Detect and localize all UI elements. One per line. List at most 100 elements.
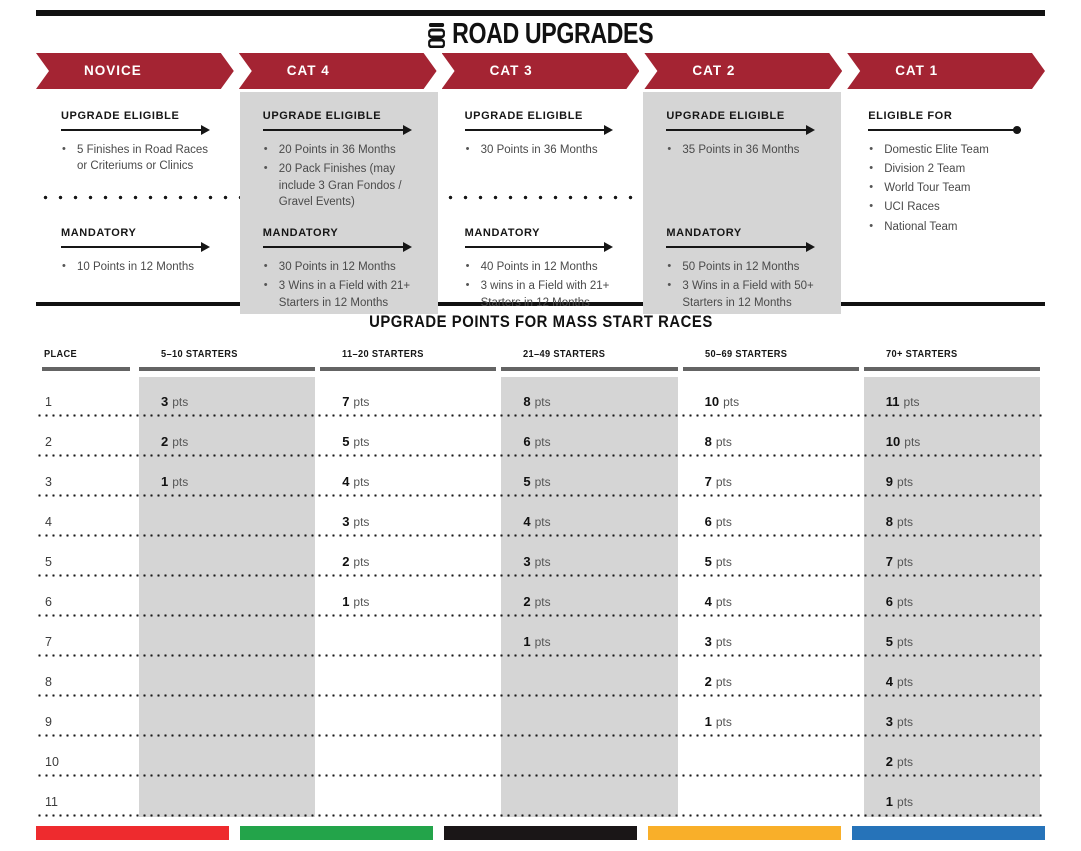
requirement-item: World Tour Team bbox=[868, 180, 1027, 196]
header: ROAD UPGRADES bbox=[36, 16, 1045, 53]
table-row: 7 1 pts 3 pts 5 pts bbox=[36, 617, 1045, 657]
place-value: 4 bbox=[45, 515, 52, 529]
points-value: 1 pts bbox=[704, 714, 732, 729]
points-value: 5 pts bbox=[523, 474, 551, 489]
table-row: 4 3 pts 4 pts 6 pts 8 pts bbox=[36, 497, 1045, 537]
points-value: 1 pts bbox=[885, 794, 914, 809]
footer-bar-yellow bbox=[648, 826, 841, 840]
requirement-item: 30 Points in 36 Months bbox=[465, 142, 624, 158]
stage-name: NOVICE bbox=[84, 63, 142, 78]
points-value-empty bbox=[139, 697, 320, 737]
header-underlines bbox=[36, 367, 1045, 371]
requirement-list: 40 Points in 12 Months 3 wins in a Field… bbox=[465, 259, 624, 311]
chevron-cat4: CAT 4 bbox=[239, 53, 437, 89]
table-row: 11 1 pts bbox=[36, 777, 1045, 817]
arrow-rule-icon bbox=[666, 124, 815, 135]
stacked-bars-logo-icon bbox=[427, 22, 445, 48]
points-value: 4 pts bbox=[885, 674, 914, 689]
points-value: 4 pts bbox=[523, 514, 551, 529]
points-value: 2 pts bbox=[885, 754, 914, 769]
footer-bar-red bbox=[36, 826, 229, 840]
arrow-rule-icon bbox=[61, 124, 210, 135]
points-value-empty bbox=[501, 737, 682, 777]
arrow-rule-icon bbox=[666, 241, 815, 252]
dot-rule-icon bbox=[868, 126, 1021, 133]
header-underline bbox=[682, 367, 859, 371]
column-header-place: PLACE bbox=[44, 348, 78, 360]
points-value: 9 pts bbox=[885, 474, 914, 489]
points-value: 2 pts bbox=[523, 594, 551, 609]
table-row: 2 2 pts 5 pts 6 pts 8 pts 10 pts bbox=[36, 417, 1045, 457]
points-value: 3 pts bbox=[523, 554, 551, 569]
requirement-list: 10 Points in 12 Months bbox=[61, 259, 220, 275]
stage-name: CAT 3 bbox=[489, 63, 533, 78]
column-header-50-69: 50–69 STARTERS bbox=[704, 348, 787, 360]
place-value: 11 bbox=[45, 795, 58, 809]
arrow-rule-icon bbox=[61, 241, 210, 252]
points-value: 5 pts bbox=[342, 434, 370, 449]
column-header-11-20: 11–20 STARTERS bbox=[342, 348, 424, 360]
table-row: 5 2 pts 3 pts 5 pts 7 pts bbox=[36, 537, 1045, 577]
table-header-row: PLACE 5–10 STARTERS 11–20 STARTERS 21–49… bbox=[36, 344, 1045, 362]
chevron-cat3: CAT 3 bbox=[442, 53, 640, 89]
points-value-empty bbox=[139, 657, 320, 697]
points-value: 6 pts bbox=[704, 514, 732, 529]
points-value: 10 pts bbox=[704, 394, 740, 409]
place-value: 2 bbox=[45, 435, 52, 449]
category-banner: NOVICE CAT 4 CAT 3 CAT 2 CAT 1 bbox=[36, 53, 1045, 89]
points-value: 1 pts bbox=[523, 634, 551, 649]
section-label: ELIGIBLE FOR bbox=[868, 110, 953, 122]
footer-bar-blue bbox=[852, 826, 1045, 840]
requirement-list: 30 Points in 36 Months bbox=[465, 142, 624, 158]
column-shading bbox=[36, 377, 1045, 817]
requirement-item: 10 Points in 12 Months bbox=[61, 259, 220, 275]
place-value: 7 bbox=[45, 635, 52, 649]
points-value: 3 pts bbox=[885, 714, 914, 729]
section-label: MANDATORY bbox=[262, 227, 339, 239]
stage-column-cat2: UPGRADE ELIGIBLE 35 Points in 36 Months … bbox=[643, 92, 842, 314]
section-label: UPGRADE ELIGIBLE bbox=[464, 110, 583, 122]
place-value: 6 bbox=[45, 595, 52, 609]
points-value: 2 pts bbox=[161, 434, 189, 449]
place-value: 3 bbox=[45, 475, 52, 489]
arrow-rule-icon bbox=[464, 241, 614, 252]
section-label: UPGRADE ELIGIBLE bbox=[61, 110, 180, 122]
shaded-band bbox=[863, 377, 1040, 817]
table-row: 1 3 pts 7 pts 8 pts 10 pts 11 pts bbox=[36, 377, 1045, 417]
stage-column-novice: UPGRADE ELIGIBLE 5 Finishes in Road Race… bbox=[36, 92, 238, 314]
points-value-empty bbox=[139, 617, 320, 657]
stage-name: CAT 4 bbox=[286, 63, 330, 78]
header-underline bbox=[863, 367, 1040, 371]
requirement-item: Division 2 Team bbox=[868, 161, 1027, 177]
points-value: 8 pts bbox=[523, 394, 551, 409]
requirement-item: 5 Finishes in Road Races or Criteriums o… bbox=[61, 142, 220, 175]
section-label: MANDATORY bbox=[464, 227, 541, 239]
points-value: 6 pts bbox=[885, 594, 914, 609]
points-table-body: 1 3 pts 7 pts 8 pts 10 pts 11 pts 2 2 pts 5 pts… bbox=[36, 377, 1045, 817]
points-value-empty bbox=[320, 657, 501, 697]
footer-color-bars bbox=[36, 826, 1045, 840]
points-value: 7 pts bbox=[342, 394, 370, 409]
mandatory-block: MANDATORY 50 Points in 12 Months 3 Wins … bbox=[666, 200, 825, 311]
footer-bar-green bbox=[240, 826, 433, 840]
points-value: 1 pts bbox=[161, 474, 189, 489]
table-row: 9 1 pts 3 pts bbox=[36, 697, 1045, 737]
table-row: 8 2 pts 4 pts bbox=[36, 657, 1045, 697]
points-value: 11 pts bbox=[885, 394, 920, 409]
requirement-item: 3 Wins in a Field with 21+ Starters in 1… bbox=[263, 278, 422, 311]
points-value-empty bbox=[139, 537, 320, 577]
requirement-list: 5 Finishes in Road Races or Criteriums o… bbox=[61, 142, 220, 175]
points-value-empty bbox=[683, 777, 864, 817]
points-value: 4 pts bbox=[704, 594, 732, 609]
points-value: 4 pts bbox=[342, 474, 370, 489]
section-label: UPGRADE ELIGIBLE bbox=[666, 110, 785, 122]
arrow-rule-icon bbox=[262, 241, 412, 252]
requirement-item: National Team bbox=[868, 219, 1027, 235]
table-row: 6 1 pts 2 pts 4 pts 6 pts bbox=[36, 577, 1045, 617]
place-value: 8 bbox=[45, 675, 52, 689]
footer-bar-black bbox=[444, 826, 637, 840]
chevron-cat2: CAT 2 bbox=[644, 53, 842, 89]
upgrade-eligible-block: UPGRADE ELIGIBLE 30 Points in 36 Months bbox=[464, 110, 624, 200]
place-value: 10 bbox=[45, 755, 59, 769]
points-value: 8 pts bbox=[704, 434, 732, 449]
